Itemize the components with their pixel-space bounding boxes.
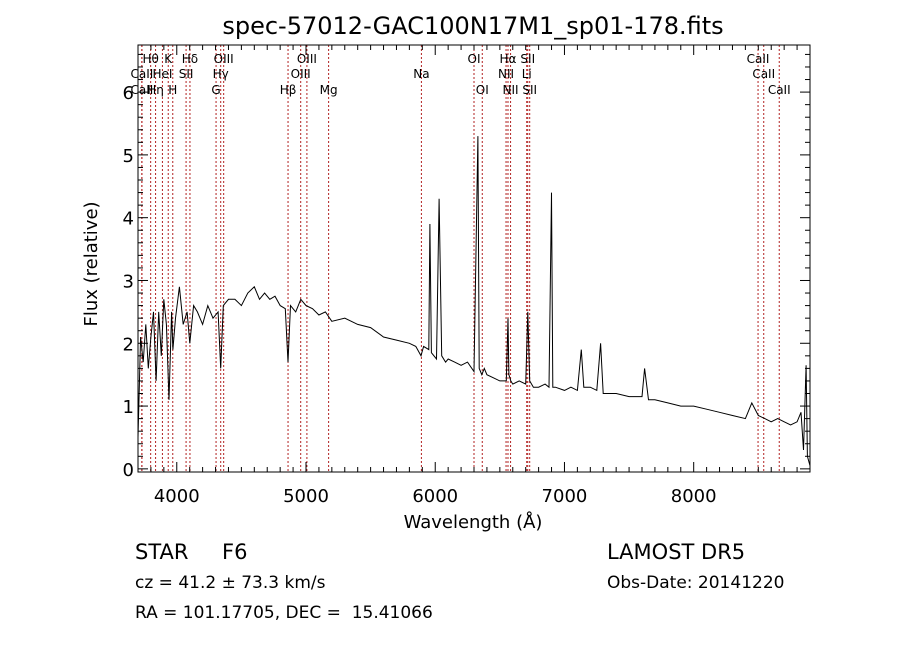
x-axis-ticks: 4000 5000 6000 7000 8000 — [137, 45, 811, 507]
y-tick-label: 0 — [123, 460, 134, 481]
y-tick-label: 6 — [123, 83, 134, 104]
x-axis-label: Wavelength (Å) — [404, 511, 543, 533]
line-marker-label: CaII — [752, 67, 775, 81]
coordinates: RA = 101.17705, DEC = 15.41066 — [135, 603, 433, 623]
line-marker-label: Hθ — [142, 52, 158, 66]
line-marker-label: CaII — [130, 83, 153, 97]
line-marker-label: OI — [476, 83, 489, 97]
y-tick-label: 3 — [123, 271, 134, 292]
line-marker-label: Hδ — [182, 52, 198, 66]
y-axis-ticks: 0 1 2 3 4 5 6 — [123, 53, 810, 481]
y-tick-label: 5 — [123, 146, 134, 167]
y-axis-label: Flux (relative) — [81, 201, 102, 326]
redshift-value: cz = 41.2 ± 73.3 km/s — [135, 573, 326, 593]
line-marker-label: OIII — [291, 67, 311, 81]
line-marker-label: K — [164, 52, 173, 66]
line-marker-label: OIII — [297, 52, 317, 66]
line-marker-label: OIII — [214, 52, 234, 66]
object-class: STAR — [135, 540, 189, 564]
line-marker-label: Na — [413, 67, 429, 81]
line-marker-label: NII — [503, 83, 519, 97]
line-marker-label: CaII — [768, 83, 791, 97]
line-marker-label: CaII — [747, 52, 770, 66]
line-marker-label: Hγ — [213, 67, 229, 81]
chart-title: spec-57012-GAC100N17M1_sp01-178.fits — [222, 12, 723, 40]
line-marker-label: OI — [468, 52, 481, 66]
x-tick-label: 7000 — [542, 486, 588, 507]
line-marker-label: Hη — [147, 83, 164, 97]
survey-name: LAMOST DR5 — [607, 540, 746, 564]
spectrum-line — [137, 136, 811, 466]
line-marker-label: Hβ — [280, 83, 297, 97]
line-marker-label: Hα — [500, 52, 517, 66]
line-marker-label: SII — [520, 52, 535, 66]
y-tick-label: 4 — [123, 209, 134, 230]
x-tick-label: 4000 — [154, 486, 200, 507]
line-marker-label: H — [168, 83, 177, 97]
observation-date: Obs-Date: 20141220 — [607, 573, 785, 593]
line-marker-label: Mg — [320, 83, 338, 97]
x-tick-label: 8000 — [671, 486, 717, 507]
y-tick-label: 2 — [123, 334, 134, 355]
object-subclass: F6 — [222, 540, 248, 564]
x-tick-label: 5000 — [283, 486, 329, 507]
y-tick-label: 1 — [123, 397, 134, 418]
line-marker-label: Li — [522, 67, 532, 81]
line-marker-label: SII — [522, 83, 537, 97]
line-marker-label: CaII — [130, 67, 153, 81]
line-marker-label: SII — [179, 67, 194, 81]
line-marker-label: HeI — [152, 67, 172, 81]
emission-line-markers — [141, 45, 780, 472]
line-marker-label: NII — [498, 67, 514, 81]
x-tick-label: 6000 — [412, 486, 458, 507]
line-marker-label: G — [211, 83, 220, 97]
